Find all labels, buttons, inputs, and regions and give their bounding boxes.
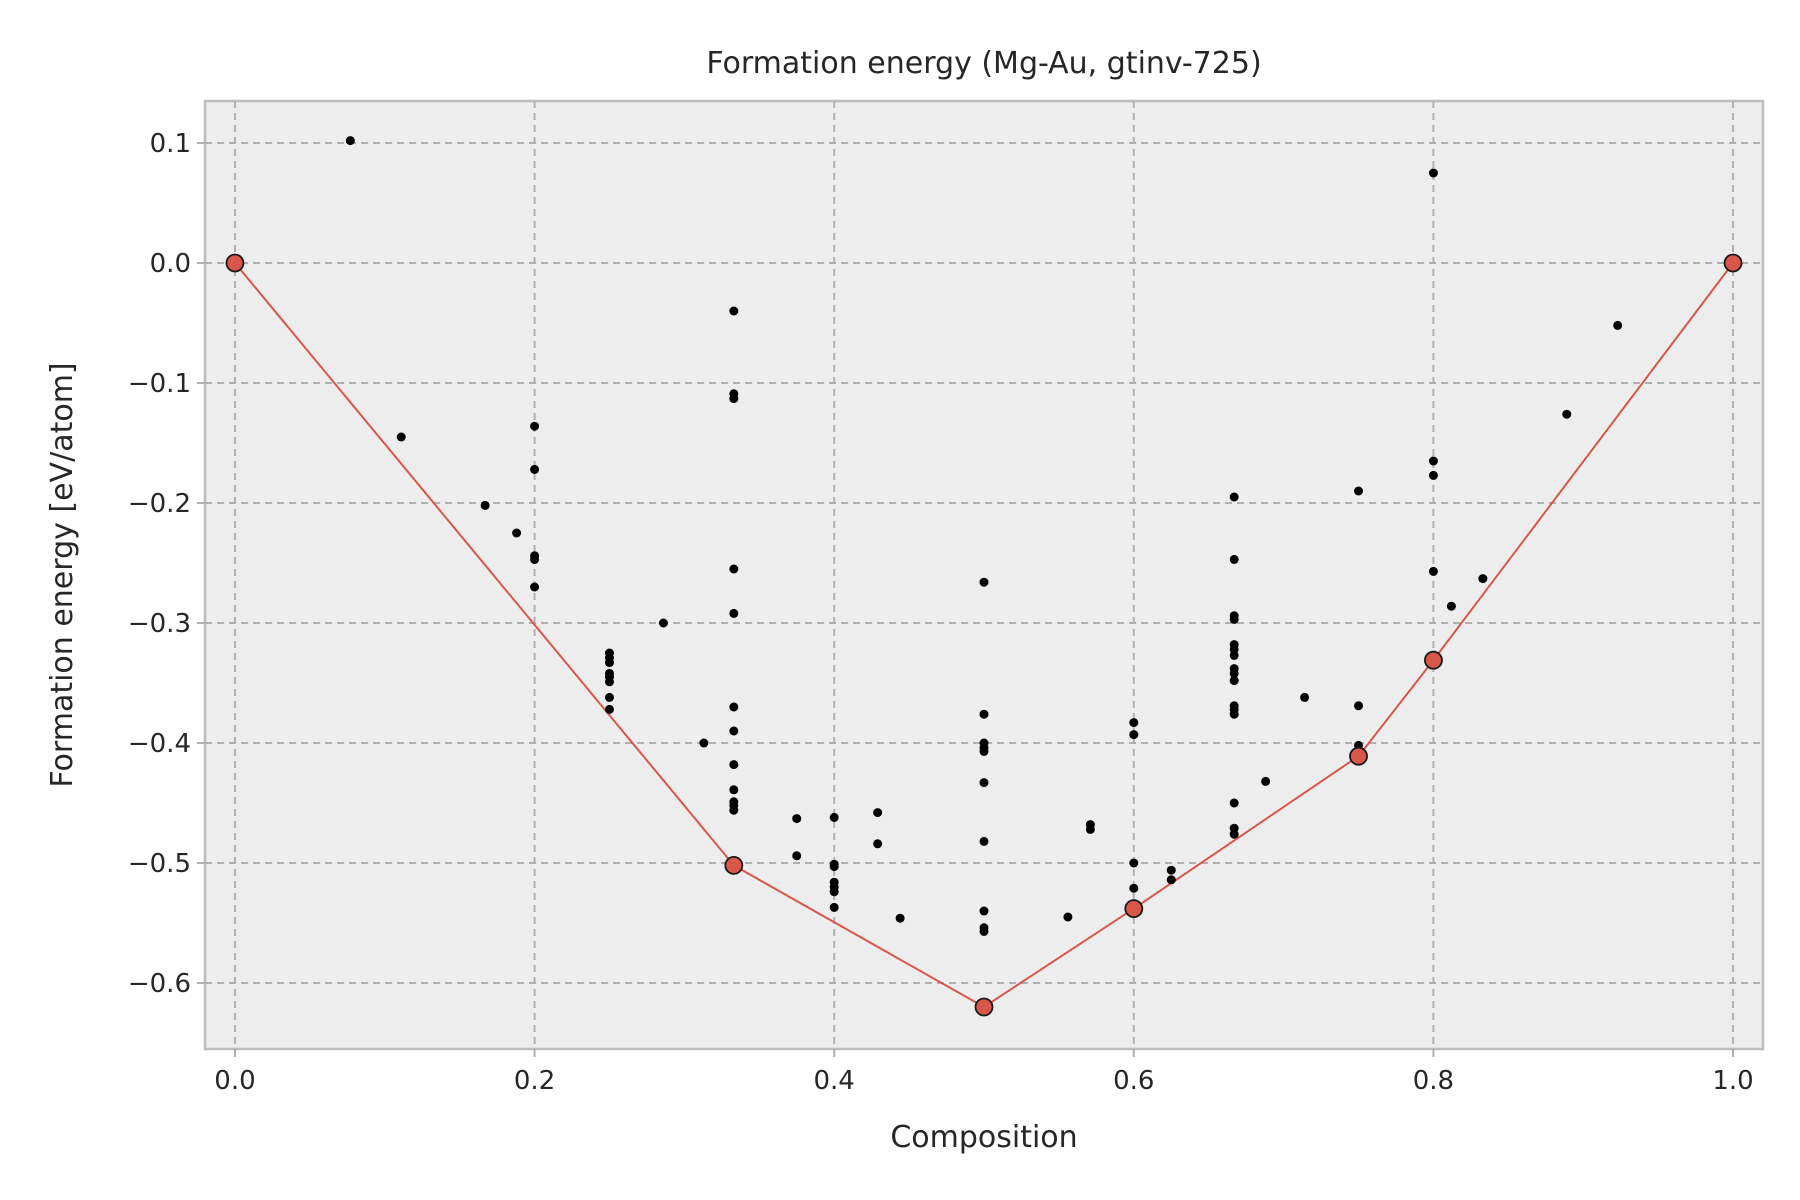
y-tick-label: 0.0 [150, 249, 191, 279]
data-point [1261, 776, 1271, 786]
data-point [873, 839, 883, 849]
data-point [979, 926, 989, 936]
data-point [979, 746, 989, 756]
data-point [1129, 858, 1139, 868]
data-point [1229, 798, 1239, 808]
hull-point [1124, 899, 1144, 918]
data-point [658, 618, 668, 628]
data-point [1428, 470, 1438, 480]
data-point [1300, 692, 1310, 702]
data-point [1354, 486, 1364, 496]
data-point [1229, 668, 1239, 678]
data-point [895, 913, 905, 923]
data-point [729, 564, 739, 574]
data-point [1613, 320, 1623, 330]
hull-point [1349, 746, 1368, 766]
x-tick-label: 0.0 [214, 1066, 255, 1096]
chart-title: Formation energy (Mg-Au, gtinv-725) [706, 46, 1261, 81]
y-tick-label: −0.5 [128, 849, 191, 879]
y-tick-label: 0.1 [150, 129, 191, 159]
hull-point [1723, 253, 1743, 273]
data-point [829, 812, 839, 822]
x-tick-label: 1.0 [1712, 1066, 1753, 1096]
data-point [1428, 456, 1438, 466]
data-point [729, 805, 739, 815]
data-point [1129, 718, 1139, 728]
data-point [1354, 701, 1364, 711]
data-point [604, 704, 614, 714]
hull-point [1424, 650, 1443, 670]
data-point [729, 394, 739, 404]
y-tick-label: −0.6 [128, 969, 191, 999]
data-point [345, 136, 355, 146]
data-point [1166, 875, 1176, 885]
x-tick-label: 0.4 [814, 1066, 855, 1096]
data-point [604, 658, 614, 668]
hull-point [225, 253, 245, 273]
data-point [1085, 824, 1095, 834]
data-point [729, 608, 739, 618]
data-point [1229, 829, 1239, 839]
data-point [1129, 730, 1139, 740]
data-point [1229, 709, 1239, 719]
data-point [512, 528, 522, 538]
data-point [396, 432, 406, 442]
data-point [729, 726, 739, 736]
x-axis-label: Composition [890, 1120, 1077, 1155]
hull-markers [225, 253, 1743, 1017]
data-point [1129, 883, 1139, 893]
y-tick-label: −0.2 [128, 489, 191, 519]
data-point [480, 500, 490, 510]
y-tick-label: −0.3 [128, 609, 191, 639]
data-point [530, 582, 540, 592]
data-point [829, 902, 839, 912]
data-points [345, 136, 1623, 936]
data-point [1229, 492, 1239, 502]
data-point [530, 464, 540, 474]
y-tick-label: −0.4 [128, 729, 191, 759]
hull-point [724, 856, 744, 875]
data-point [1166, 865, 1176, 875]
data-point [979, 577, 989, 587]
data-point [829, 862, 839, 872]
data-point [979, 778, 989, 788]
data-point [699, 738, 709, 748]
data-point [979, 836, 989, 846]
y-tick-label: −0.1 [128, 369, 191, 399]
data-point [530, 554, 540, 564]
data-point [729, 760, 739, 770]
data-point [1562, 409, 1572, 419]
data-point [873, 808, 883, 818]
data-point [530, 421, 540, 431]
data-point [979, 709, 989, 719]
data-point [1229, 554, 1239, 564]
data-point [1229, 650, 1239, 660]
data-point [1478, 574, 1488, 584]
x-tick-label: 0.8 [1413, 1066, 1454, 1096]
data-point [829, 887, 839, 897]
data-point [604, 692, 614, 702]
hull-point [974, 997, 994, 1017]
data-point [1063, 912, 1073, 922]
axis-ticks: 0.0 0.2 0.4 0.6 0.8 1.0 0.1 0.0 −0.1 −0.2 −0.3 −0.4… [128, 129, 1754, 1096]
plot-area [203, 99, 1765, 1051]
data-point [729, 702, 739, 712]
data-point [792, 814, 802, 824]
data-point [604, 677, 614, 687]
data-point [729, 306, 739, 316]
y-axis-label: Formation energy [eV/atom] [45, 362, 80, 787]
data-point [1229, 614, 1239, 624]
x-tick-label: 0.6 [1113, 1066, 1154, 1096]
data-point [1446, 601, 1456, 611]
data-point [1229, 676, 1239, 686]
data-point [729, 785, 739, 795]
data-point [979, 906, 989, 916]
data-point [1428, 566, 1438, 576]
data-point [1428, 168, 1438, 178]
x-tick-label: 0.2 [514, 1066, 555, 1096]
data-point [792, 851, 802, 861]
